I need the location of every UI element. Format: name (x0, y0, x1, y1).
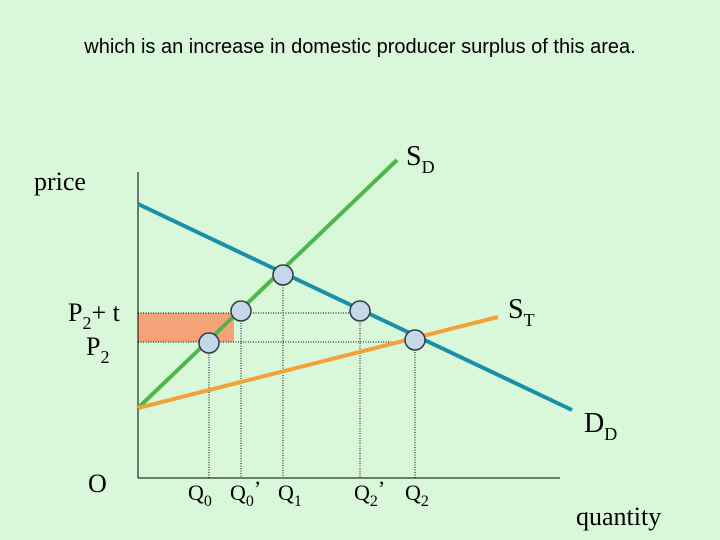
price-axis-label: price (34, 167, 86, 196)
q1-label: Q1 (278, 480, 302, 510)
origin-label: O (88, 469, 107, 498)
demand-domestic-label: DD (584, 408, 617, 444)
quantity-axis-label: quantity (576, 502, 661, 531)
marker-q2 (404, 329, 426, 351)
marker-q2p (349, 300, 371, 322)
q0-prime-label: Q0’ (230, 476, 261, 510)
caption-text: which is an increase in domestic produce… (84, 36, 636, 58)
price-world-label: P2 (86, 332, 109, 367)
q2-prime-label: Q2’ (354, 476, 385, 510)
markers (198, 264, 426, 354)
marker-equilibrium (272, 264, 294, 286)
supply-tariff-label: ST (508, 294, 535, 330)
guide-lines (138, 275, 416, 478)
marker-q0p (230, 300, 252, 322)
marker-q0 (198, 332, 220, 354)
supply-domestic-line (136, 158, 399, 410)
supply-tariff-line (137, 315, 499, 410)
price-tariff-label: P2+ t (68, 298, 121, 333)
supply-domestic-label: SD (406, 141, 435, 177)
q0-label: Q0 (188, 480, 212, 510)
q2-label: Q2 (405, 480, 429, 510)
